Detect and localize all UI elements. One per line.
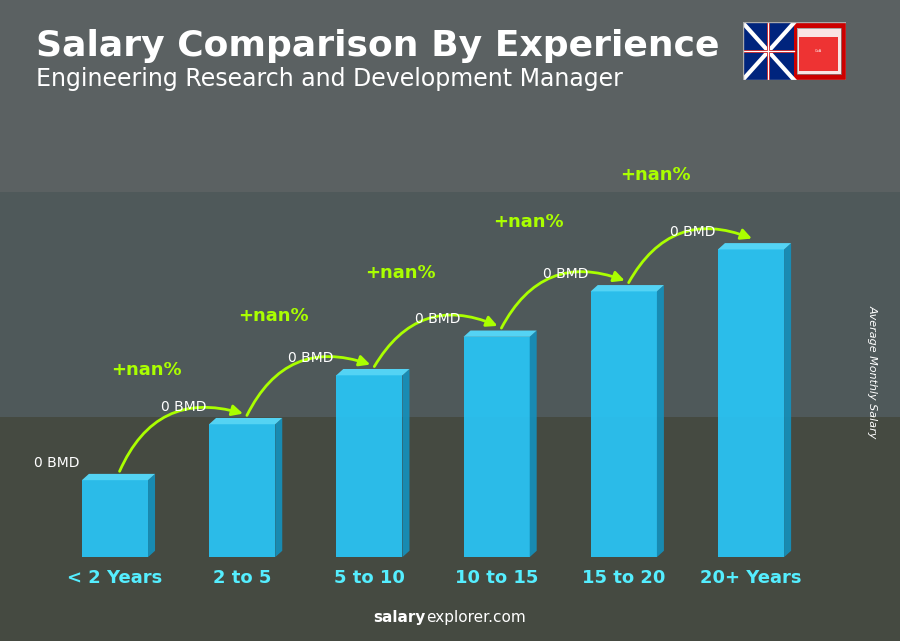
Bar [742, 22, 794, 80]
Bar [799, 37, 838, 71]
Bar [718, 249, 784, 557]
Text: 0 BMD: 0 BMD [34, 456, 79, 470]
Bar [337, 375, 402, 557]
Polygon shape [148, 474, 155, 557]
Text: Average Monthly Salary: Average Monthly Salary [868, 305, 878, 438]
Text: +nan%: +nan% [365, 263, 436, 281]
Polygon shape [464, 331, 536, 337]
Text: 0 BMD: 0 BMD [543, 267, 589, 281]
Text: explorer.com: explorer.com [426, 610, 526, 625]
Text: salary: salary [374, 610, 426, 625]
Text: 0 BMD: 0 BMD [670, 225, 716, 239]
Polygon shape [530, 331, 536, 557]
Polygon shape [402, 369, 410, 557]
Bar [0, 417, 900, 641]
Text: +nan%: +nan% [493, 213, 563, 231]
Polygon shape [657, 285, 664, 557]
Text: 0 BMD: 0 BMD [161, 400, 207, 413]
Text: +nan%: +nan% [620, 165, 690, 184]
Bar [0, 192, 900, 417]
Bar [799, 37, 817, 71]
Text: +nan%: +nan% [111, 362, 182, 379]
Bar [590, 292, 657, 557]
Polygon shape [82, 474, 155, 480]
Polygon shape [209, 418, 283, 424]
Text: CoA: CoA [815, 49, 822, 53]
Text: +nan%: +nan% [238, 307, 309, 325]
Bar [209, 424, 275, 557]
Bar [796, 28, 841, 74]
Text: 0 BMD: 0 BMD [416, 312, 461, 326]
Text: Engineering Research and Development Manager: Engineering Research and Development Man… [36, 67, 623, 91]
Bar [82, 480, 148, 557]
Polygon shape [784, 243, 791, 557]
Polygon shape [718, 243, 791, 249]
Bar [796, 28, 841, 74]
Bar [0, 0, 900, 192]
Polygon shape [590, 285, 664, 292]
Polygon shape [337, 369, 410, 375]
Text: 0 BMD: 0 BMD [288, 351, 334, 365]
Text: Salary Comparison By Experience: Salary Comparison By Experience [36, 29, 719, 63]
Bar [464, 337, 530, 557]
Polygon shape [275, 418, 283, 557]
